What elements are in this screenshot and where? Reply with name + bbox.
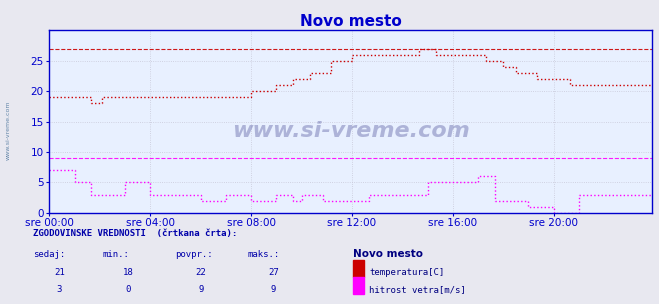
Text: maks.:: maks.: [247,250,279,259]
Text: min.:: min.: [102,250,129,259]
Text: 27: 27 [268,268,279,277]
Text: 22: 22 [196,268,206,277]
Text: 21: 21 [54,268,65,277]
Text: povpr.:: povpr.: [175,250,212,259]
Text: 18: 18 [123,268,134,277]
Text: 9: 9 [271,285,276,295]
Text: www.si-vreme.com: www.si-vreme.com [232,121,470,141]
Text: Novo mesto: Novo mesto [353,249,422,259]
Title: Novo mesto: Novo mesto [300,14,402,29]
Text: 9: 9 [198,285,204,295]
Text: 0: 0 [126,285,131,295]
Text: ZGODOVINSKE VREDNOSTI  (črtkana črta):: ZGODOVINSKE VREDNOSTI (črtkana črta): [33,229,237,238]
Text: temperatura[C]: temperatura[C] [369,268,444,277]
Text: www.si-vreme.com: www.si-vreme.com [5,101,11,161]
Text: 3: 3 [57,285,62,295]
Text: hitrost vetra[m/s]: hitrost vetra[m/s] [369,285,466,295]
Text: sedaj:: sedaj: [33,250,65,259]
